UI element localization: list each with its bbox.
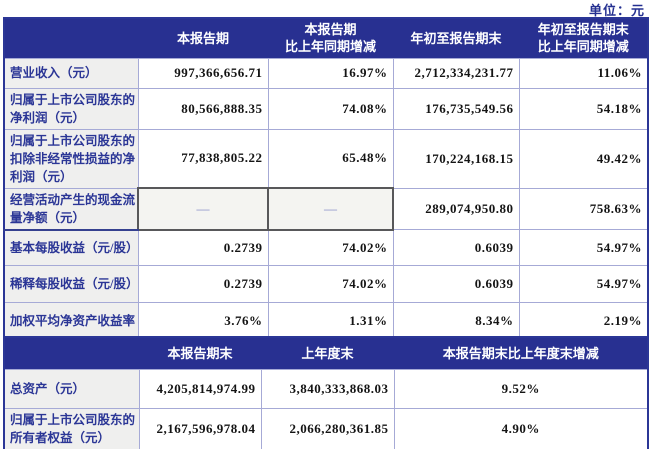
col-header-blank xyxy=(3,336,140,370)
table-row-operating-revenue: 营业收入（元） 997,366,656.71 16.97% 2,712,334,… xyxy=(3,57,649,89)
col-header-period-end-change: 本报告期末比上年度末增减 xyxy=(393,336,649,370)
row-label: 营业收入（元） xyxy=(3,57,139,89)
table-row-net-profit: 归属于上市公司股东的净利润（元） 80,566,888.35 74.08% 17… xyxy=(3,87,649,130)
cell-value: 0.6039 xyxy=(392,229,520,266)
table-row-owners-equity: 归属于上市公司股东的所有者权益（元） 2,167,596,978.04 2,06… xyxy=(3,407,649,449)
cell-value: 758.63% xyxy=(518,187,649,230)
cell-value: 4.90% xyxy=(393,407,649,449)
header-line: 本报告期 xyxy=(304,22,357,38)
cell-value: 289,074,950.80 xyxy=(392,187,520,230)
cell-value: 0.2739 xyxy=(137,265,269,303)
cell-value: 65.48% xyxy=(267,128,394,189)
table-row-diluted-eps: 稀释每股收益（元/股） 0.2739 74.02% 0.6039 54.97% xyxy=(3,265,649,303)
col-header-ytd-change: 年初至报告期末 比上年同期增减 xyxy=(518,17,649,59)
table-row-weighted-avg-roe: 加权平均净资产收益率 3.76% 1.31% 8.34% 2.19% xyxy=(3,302,649,341)
row-label: 基本每股收益（元/股） xyxy=(3,229,139,266)
cell-value: 2,167,596,978.04 xyxy=(138,407,262,449)
period-end-balance-table: 本报告期末 上年度末 本报告期末比上年度末增减 总资产（元） 4,205,814… xyxy=(3,336,649,449)
cell-value: 8.34% xyxy=(392,302,520,341)
cell-value: 0.2739 xyxy=(137,229,269,266)
cell-value: 2.19% xyxy=(518,302,649,341)
cell-value: 74.08% xyxy=(267,87,394,130)
cell-value: 16.97% xyxy=(267,57,394,89)
row-label: 总资产（元） xyxy=(3,368,140,409)
cell-value: 4,205,814,974.99 xyxy=(138,368,262,409)
cell-value: 77,838,805.22 xyxy=(137,128,269,189)
cell-value: 11.06% xyxy=(518,57,649,89)
col-header-period-end: 本报告期末 xyxy=(138,336,262,370)
row-label: 归属于上市公司股东的扣除非经常性损益的净利润（元） xyxy=(3,128,139,189)
header-line: 年初至报告期末 xyxy=(537,22,629,38)
row-label: 归属于上市公司股东的所有者权益（元） xyxy=(3,407,140,449)
cell-dash: — xyxy=(137,187,269,231)
quarterly-results-table: 本报告期 本报告期 比上年同期增减 年初至报告期末 年初至报告期末 比上年同期增… xyxy=(3,17,649,342)
cell-dash: — xyxy=(267,187,394,231)
cell-value: 54.18% xyxy=(518,87,649,130)
cell-value: 997,366,656.71 xyxy=(137,57,269,89)
header-row: 本报告期末 上年度末 本报告期末比上年度末增减 xyxy=(3,336,649,370)
cell-value: 3,840,333,868.03 xyxy=(260,368,395,409)
cell-value: 49.42% xyxy=(518,128,649,189)
header-line: 比上年同期增减 xyxy=(284,39,376,55)
col-header-prior-year-end: 上年度末 xyxy=(260,336,395,370)
table-row-basic-eps: 基本每股收益（元/股） 0.2739 74.02% 0.6039 54.97% xyxy=(3,229,649,266)
quarterly-results-header: 本报告期 本报告期 比上年同期增减 年初至报告期末 年初至报告期末 比上年同期增… xyxy=(3,17,649,59)
row-label: 加权平均净资产收益率 xyxy=(3,302,139,341)
col-header-current-period: 本报告期 xyxy=(137,17,269,59)
cell-value: 54.97% xyxy=(518,265,649,303)
cell-value: 9.52% xyxy=(393,368,649,409)
table-row-net-profit-excl-nonrecurring: 归属于上市公司股东的扣除非经常性损益的净利润（元） 77,838,805.22 … xyxy=(3,128,649,189)
row-label: 经营活动产生的现金流量净额（元） xyxy=(3,187,139,231)
header-row: 本报告期 本报告期 比上年同期增减 年初至报告期末 年初至报告期末 比上年同期增… xyxy=(3,17,649,59)
cell-value: 176,735,549.56 xyxy=(392,87,520,130)
cell-value: 80,566,888.35 xyxy=(137,87,269,130)
cell-value: 74.02% xyxy=(267,265,394,303)
cell-value: 2,712,334,231.77 xyxy=(392,57,520,89)
row-label: 稀释每股收益（元/股） xyxy=(3,265,139,303)
cell-value: 170,224,168.15 xyxy=(392,128,520,189)
cell-value: 1.31% xyxy=(267,302,394,341)
col-header-blank xyxy=(3,17,139,59)
cell-value: 0.6039 xyxy=(392,265,520,303)
table-row-total-assets: 总资产（元） 4,205,814,974.99 3,840,333,868.03… xyxy=(3,368,649,409)
col-header-current-period-change: 本报告期 比上年同期增减 xyxy=(267,17,394,59)
period-end-header: 本报告期末 上年度末 本报告期末比上年度末增减 xyxy=(3,336,649,370)
row-label: 归属于上市公司股东的净利润（元） xyxy=(3,87,139,130)
header-line: 比上年同期增减 xyxy=(537,39,629,55)
table-row-operating-cash-flow: 经营活动产生的现金流量净额（元） — — 289,074,950.80 758.… xyxy=(3,187,649,231)
cell-value: 2,066,280,361.85 xyxy=(260,407,395,449)
cell-value: 54.97% xyxy=(518,229,649,266)
cell-value: 74.02% xyxy=(267,229,394,266)
col-header-ytd: 年初至报告期末 xyxy=(392,17,520,59)
cell-value: 3.76% xyxy=(137,302,269,341)
unit-label: 单位：元 xyxy=(588,3,645,18)
